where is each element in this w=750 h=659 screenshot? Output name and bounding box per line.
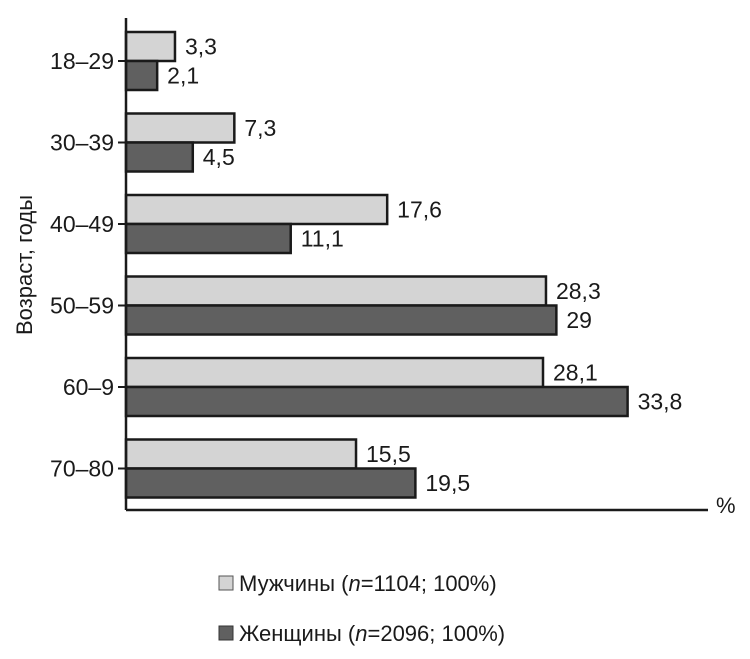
bar-women-70-80: [124, 467, 417, 499]
tick-label-60-9: 60–9: [63, 374, 114, 400]
bars-layer: [124, 30, 629, 499]
tick-label-40-49: 40–49: [50, 211, 114, 237]
bar-women-40-49: [124, 222, 292, 255]
tick-label-30-39: 30–39: [50, 130, 114, 156]
value-label-women-40-49: 11,1: [301, 226, 344, 252]
category-ticks-layer: 18–29 30–39 40–49 50–59 60–9 70–80: [50, 48, 126, 482]
tick-label-70-80: 70–80: [50, 456, 114, 482]
bar-men-70-80: [124, 438, 358, 470]
x-axis-label: %: [716, 493, 736, 518]
value-label-men-50-59: 28,3: [556, 278, 601, 304]
value-label-men-70-80: 15,5: [366, 441, 411, 467]
value-label-women-18-29: 2,1: [167, 63, 199, 89]
value-label-women-60-9: 33,8: [638, 389, 683, 415]
legend-item-men: Мужчины (n=1104; 100%): [218, 571, 497, 596]
legend-swatch-men: [218, 575, 234, 591]
bar-women-50-59: [124, 304, 558, 336]
value-label-women-30-39: 4,5: [203, 144, 235, 170]
legend-item-women: Женщины (n=2096; 100%): [218, 621, 505, 646]
bar-men-40-49: [124, 193, 389, 226]
tick-label-18-29: 18–29: [50, 48, 114, 74]
legend: Мужчины (n=1104; 100%) Женщины (n=2096; …: [218, 571, 505, 646]
bar-men-30-39: [124, 112, 236, 144]
tick-label-50-59: 50–59: [50, 293, 114, 319]
value-labels-layer: 3,3 2,1 7,3 4,5 17,6 11,1 28,3 29 28,1 33,8 15,5 19…: [167, 34, 682, 497]
value-label-men-18-29: 3,3: [185, 34, 217, 60]
y-axis-label: Возраст, годы: [12, 195, 37, 335]
bar-men-60-9: [124, 356, 545, 389]
bar-women-60-9: [124, 385, 629, 418]
value-label-women-50-59: 29: [566, 307, 592, 333]
legend-label-women: Женщины (n=2096; 100%): [239, 621, 505, 646]
bar-men-18-29: [124, 30, 177, 63]
bar-men-50-59: [124, 275, 548, 307]
value-label-women-70-80: 19,5: [425, 470, 470, 496]
value-label-men-30-39: 7,3: [244, 115, 276, 141]
bar-women-18-29: [124, 59, 159, 92]
legend-swatch-women: [218, 625, 234, 641]
value-label-men-40-49: 17,6: [397, 197, 442, 223]
legend-label-men: Мужчины (n=1104; 100%): [239, 571, 497, 596]
bar-women-30-39: [124, 141, 195, 173]
value-label-men-60-9: 28,1: [553, 360, 598, 386]
